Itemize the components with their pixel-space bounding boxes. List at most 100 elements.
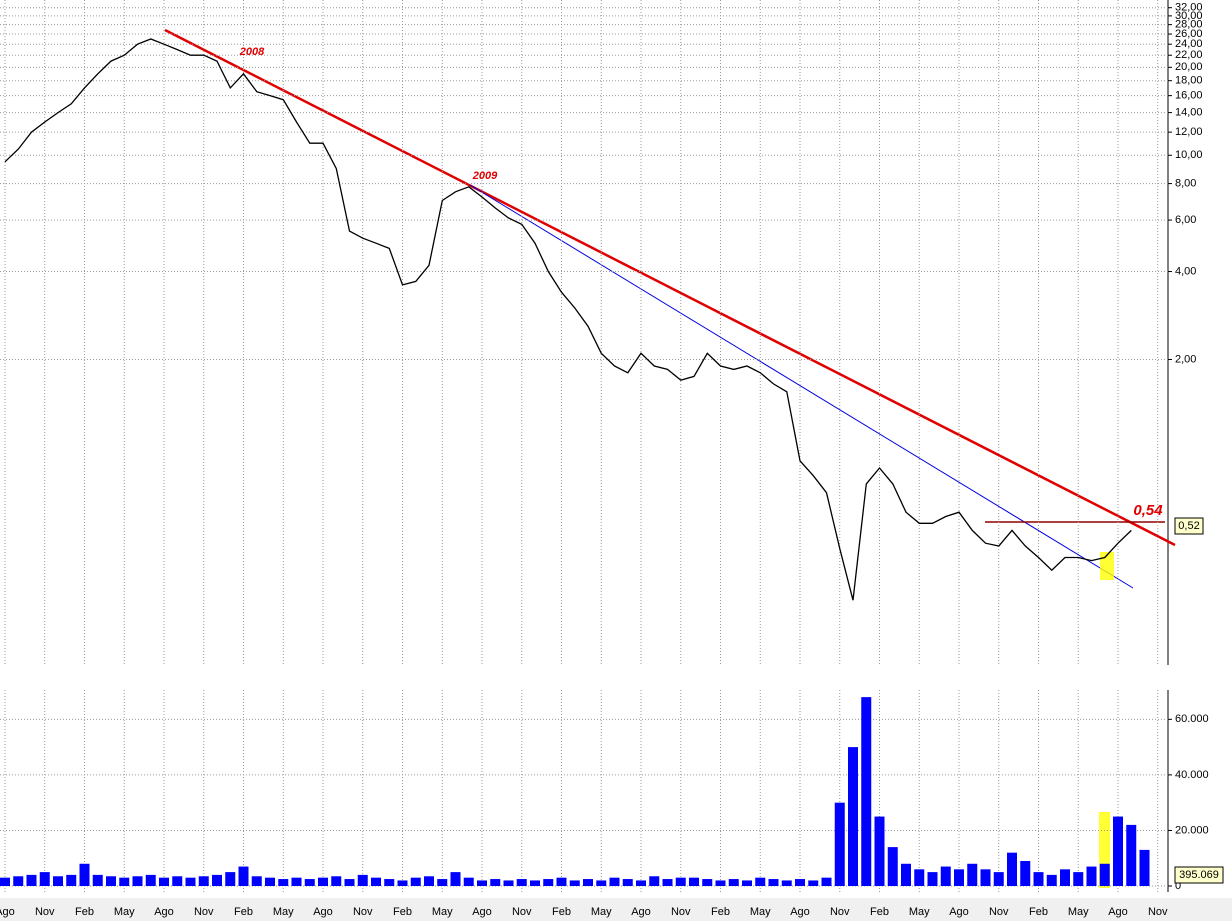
y-tick-label: 2,00 (1175, 353, 1196, 365)
volume-bar (874, 816, 885, 886)
x-tick-label: May (114, 906, 135, 918)
x-tick-label: Nov (989, 906, 1009, 918)
x-tick-label: Ago (154, 906, 174, 918)
y-tick-label: 24,00 (1175, 38, 1203, 50)
volume-bar (795, 879, 805, 886)
x-tick-label: Feb (75, 906, 94, 918)
volume-bar (159, 877, 169, 886)
price-line (4, 38, 1132, 601)
x-tick-label: Nov (194, 906, 214, 918)
last-volume-label: 395.069 (1179, 869, 1219, 881)
volume-bar (463, 877, 474, 886)
volume-bar (318, 877, 328, 886)
volume-bar (834, 802, 845, 886)
volume-bar (1060, 869, 1070, 886)
highlight (1099, 812, 1110, 888)
volume-bar (450, 872, 461, 886)
volume-bar (477, 880, 487, 886)
x-tick-label: Feb (1029, 906, 1048, 918)
volume-bar (251, 876, 262, 886)
volume-bar (238, 866, 249, 886)
volume-bar (781, 880, 792, 886)
volume-bar (569, 880, 580, 886)
volume-bar (39, 872, 50, 886)
x-tick-label: Feb (552, 906, 571, 918)
volume-bar (808, 880, 819, 886)
volume-bar (543, 879, 554, 886)
y-tick-label: 6,00 (1175, 214, 1196, 226)
volume-bar (198, 876, 209, 886)
volume-bar (437, 879, 448, 886)
x-tick-label: Feb (870, 906, 889, 918)
y-tick-label: 12,00 (1175, 126, 1203, 138)
volume-bar (397, 880, 408, 886)
y-tick-label: 20,00 (1175, 61, 1203, 73)
volume-bar (755, 877, 766, 886)
y-tick-label: 14,00 (1175, 106, 1203, 118)
annotation: 2008 (239, 46, 265, 58)
volume-bar (622, 879, 633, 886)
volume-bar (702, 879, 713, 886)
volume-bar (66, 874, 77, 886)
volume-bar (304, 879, 315, 886)
x-tick-label: Ago (790, 906, 810, 918)
volume-bar (940, 866, 951, 886)
volume-bar (954, 869, 964, 886)
y-tick-label: 10,00 (1175, 149, 1203, 161)
x-tick-label: Nov (671, 906, 691, 918)
volume-bar (424, 876, 434, 886)
last-price-label: 0,52 (1178, 520, 1199, 532)
x-tick-label: Ago (631, 906, 651, 918)
x-tick-label: May (1068, 906, 1089, 918)
volume-bar (331, 876, 342, 886)
x-tick-label: Feb (711, 906, 730, 918)
x-tick-label: May (432, 906, 453, 918)
volume-bar (980, 869, 991, 886)
y-tick-label: 22,00 (1175, 49, 1203, 61)
volume-bar (689, 877, 699, 886)
volume-bar (887, 847, 898, 886)
x-tick-label: Nov (830, 906, 850, 918)
y-tick-label: 60.000 (1175, 713, 1209, 725)
x-tick-label: Ago (472, 906, 492, 918)
volume-bar (728, 879, 739, 886)
volume-bar (13, 876, 24, 886)
volume-bar (371, 877, 381, 886)
volume-bar (265, 877, 275, 886)
volume-bar (1139, 849, 1150, 886)
volume-bar (861, 697, 872, 886)
x-tick-label: May (909, 906, 930, 918)
volume-bar (768, 879, 779, 886)
volume-bar (384, 879, 395, 886)
volume-bar (344, 879, 355, 886)
x-tick-label: May (750, 906, 771, 918)
y-tick-label: 32,00 (1175, 2, 1203, 14)
volume-bar (106, 876, 116, 886)
y-tick-label: 20.000 (1175, 824, 1209, 836)
volume-bar (0, 877, 10, 886)
y-tick-label: 16,00 (1175, 90, 1203, 102)
volume-bar (583, 879, 593, 886)
volume-bar (26, 874, 37, 886)
volume-bar (145, 874, 156, 886)
annotation: 0,54 (1133, 502, 1163, 519)
y-tick-label: 30,00 (1175, 10, 1203, 22)
volume-bar (490, 879, 501, 886)
x-tick-label: Ago (313, 906, 333, 918)
volume-bar (1086, 866, 1097, 886)
volume-bar (636, 880, 646, 886)
volume-bar (914, 869, 925, 886)
volume-bar (1113, 816, 1123, 886)
y-tick-label: 40.000 (1175, 769, 1209, 781)
volume-bar (503, 880, 514, 886)
volume-bar (291, 877, 302, 886)
volume-bar (596, 880, 607, 886)
x-tick-label: Ago (949, 906, 969, 918)
x-tick-label: Nov (512, 906, 532, 918)
volume-bar (1033, 872, 1044, 886)
volume-bar (609, 877, 620, 886)
volume-bar (993, 872, 1004, 886)
volume-bar (1126, 824, 1137, 886)
x-tick-label: Feb (234, 906, 253, 918)
